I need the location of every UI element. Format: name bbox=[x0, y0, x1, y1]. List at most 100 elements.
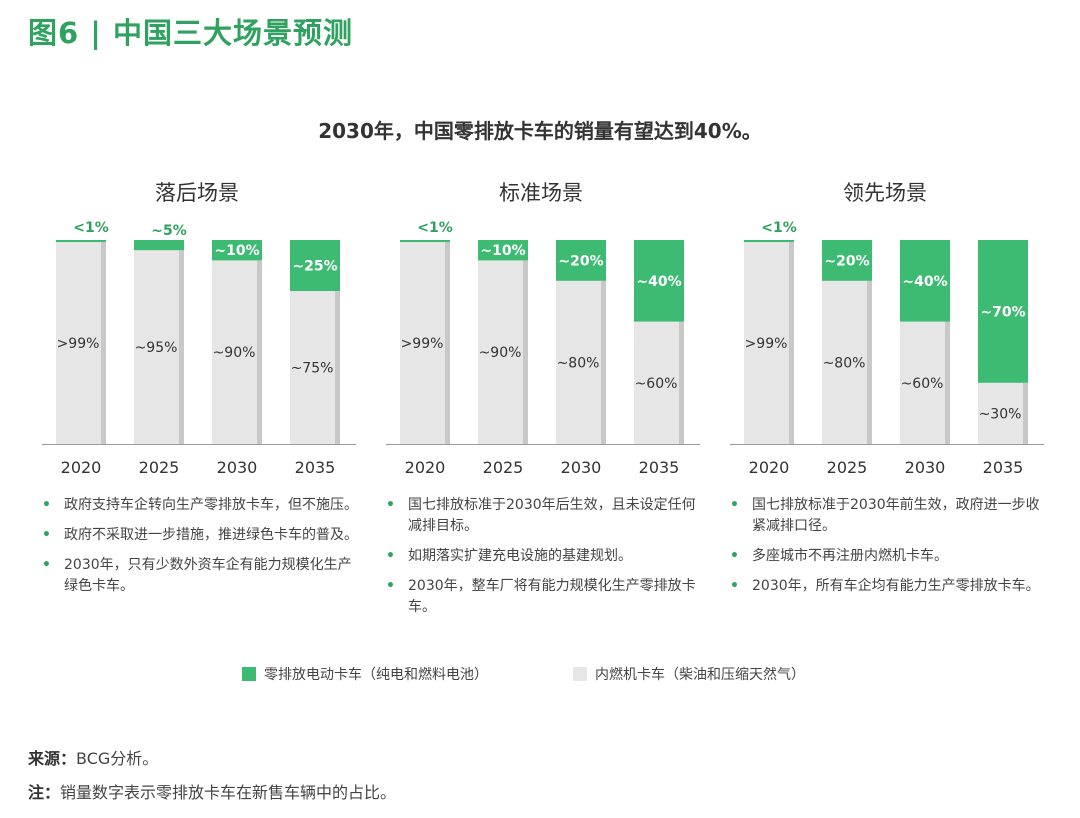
bullet-dot-icon: • bbox=[42, 557, 51, 573]
bullet-dot-icon: • bbox=[386, 497, 395, 513]
bar-zev bbox=[900, 240, 950, 322]
tick-label: 2025 bbox=[139, 458, 180, 477]
data-label-ice: >99% bbox=[745, 336, 788, 352]
bar-ice bbox=[290, 291, 340, 444]
bullet-dot-icon: • bbox=[730, 548, 739, 564]
bar-ice-side bbox=[101, 242, 106, 444]
bullet-item: • 政府支持车企转向生产零排放卡车，但不施压。 bbox=[40, 495, 360, 516]
bar-ice bbox=[634, 321, 684, 444]
data-label-zev: ~10% bbox=[480, 243, 525, 259]
bar-zev bbox=[978, 240, 1028, 383]
data-label-ice: ~90% bbox=[479, 345, 522, 361]
legend-swatch-ice bbox=[573, 667, 587, 681]
data-label-ice: >99% bbox=[401, 336, 444, 352]
bar-ice-side bbox=[601, 280, 606, 444]
bar-zev bbox=[290, 240, 340, 291]
bar-ice-side bbox=[523, 260, 528, 444]
bar-ice bbox=[134, 250, 184, 444]
tick-label: 2025 bbox=[827, 458, 868, 477]
panel-title: 标准场景 bbox=[499, 181, 583, 205]
data-label-zev: ~20% bbox=[824, 253, 869, 269]
chart-headline: 2030年，中国零排放卡车的销量有望达到40%。 bbox=[318, 119, 762, 143]
bullet-dot-icon: • bbox=[386, 548, 395, 564]
bullet-dot-icon: • bbox=[730, 497, 739, 513]
bar-ice bbox=[900, 321, 950, 444]
data-label-ice: ~80% bbox=[557, 355, 600, 371]
data-label-ice: >99% bbox=[57, 336, 100, 352]
bullets-standard: • 国七排放标准于2030年后生效，且未设定任何减排目标。 • 如期落实扩建充电设施… bbox=[384, 495, 704, 627]
tick-label: 2035 bbox=[295, 458, 336, 477]
bar-ice-side bbox=[445, 242, 450, 444]
bar-ice bbox=[478, 260, 528, 444]
data-label-zev: <1% bbox=[73, 220, 109, 236]
panel-title: 领先场景 bbox=[843, 181, 927, 205]
footnotes: 来源：BCG分析。 注：销量数字表示零排放卡车在新售车辆中的占比。 bbox=[28, 742, 396, 810]
bullets-leading: • 国七排放标准于2030年前生效，政府进一步收紧减排口径。 • 多座城市不再注册内… bbox=[728, 495, 1048, 606]
data-label-zev: ~40% bbox=[902, 274, 947, 290]
bar-ice-side bbox=[945, 321, 950, 444]
tick-label: 2035 bbox=[639, 458, 680, 477]
data-label-zev: ~70% bbox=[980, 304, 1025, 320]
tick-label: 2020 bbox=[405, 458, 446, 477]
bar-ice bbox=[400, 242, 450, 444]
bullets-lagging: • 政府支持车企转向生产零排放卡车，但不施压。 • 政府不采取进一步措施，推进绿色卡… bbox=[40, 495, 360, 606]
data-label-ice: ~90% bbox=[213, 345, 256, 361]
data-label-ice: ~75% bbox=[291, 361, 334, 377]
bullet-item: • 国七排放标准于2030年前生效，政府进一步收紧减排口径。 bbox=[730, 497, 1040, 534]
bar-ice bbox=[978, 382, 1028, 444]
bullet-dot-icon: • bbox=[42, 527, 51, 543]
bar-ice-side bbox=[1023, 382, 1028, 444]
bar-zev bbox=[400, 240, 450, 243]
bar-ice-side bbox=[867, 280, 872, 444]
bar-ice-side bbox=[179, 250, 184, 444]
bar-zev bbox=[634, 240, 684, 322]
data-label-zev: ~5% bbox=[151, 223, 187, 239]
data-label-zev: ~20% bbox=[558, 253, 603, 269]
bullet-item: • 2030年，所有车企均有能力生产零排放卡车。 bbox=[728, 576, 1048, 597]
bullet-dot-icon: • bbox=[42, 497, 51, 513]
bar-ice bbox=[556, 280, 606, 444]
data-label-zev: ~40% bbox=[636, 274, 681, 290]
bar-zev bbox=[134, 240, 184, 251]
bullet-dot-icon: • bbox=[386, 578, 395, 594]
data-label-ice: ~60% bbox=[635, 376, 678, 392]
chart-legend: 零排放电动卡车（纯电和燃料电池） 内燃机卡车（柴油和压缩天然气） bbox=[0, 664, 1080, 686]
data-label-zev: ~10% bbox=[214, 243, 259, 259]
bar-zev bbox=[744, 240, 794, 243]
bullet-item: • 2030年，整车厂将有能力规模化生产零排放卡车。 bbox=[386, 578, 696, 615]
bar-ice-side bbox=[679, 321, 684, 444]
figure-title: 图6 | 中国三大场景预测 bbox=[28, 16, 353, 50]
tick-label: 2020 bbox=[61, 458, 102, 477]
bullet-dot-icon: • bbox=[730, 578, 739, 594]
bullet-item: • 如期落实扩建充电设施的基建规划。 bbox=[384, 546, 704, 567]
data-label-zev: ~25% bbox=[292, 259, 337, 275]
tick-label: 2035 bbox=[983, 458, 1024, 477]
tick-label: 2025 bbox=[483, 458, 524, 477]
data-label-ice: ~80% bbox=[823, 355, 866, 371]
bar-zev bbox=[56, 240, 106, 243]
bullet-item: • 政府不采取进一步措施，推进绿色卡车的普及。 bbox=[40, 525, 360, 546]
definition-note: 注：销量数字表示零排放卡车在新售车辆中的占比。 bbox=[28, 783, 397, 802]
data-label-ice: ~95% bbox=[135, 340, 178, 356]
legend-item-ice: 内燃机卡车（柴油和压缩天然气） bbox=[573, 664, 805, 684]
bar-ice bbox=[822, 280, 872, 444]
source-note: 来源：BCG分析。 bbox=[28, 749, 159, 768]
bar-zev bbox=[212, 240, 262, 261]
tick-label: 2030 bbox=[217, 458, 258, 477]
bar-ice-side bbox=[257, 260, 262, 444]
tick-label: 2030 bbox=[905, 458, 946, 477]
bar-zev bbox=[556, 240, 606, 281]
bar-ice bbox=[744, 242, 794, 444]
panel-title: 落后场景 bbox=[155, 181, 239, 205]
bar-zev bbox=[478, 240, 528, 261]
data-label-zev: <1% bbox=[417, 220, 453, 236]
legend-item-zev: 零排放电动卡车（纯电和燃料电池） bbox=[242, 664, 488, 684]
bar-zev bbox=[822, 240, 872, 281]
bar-ice bbox=[56, 242, 106, 444]
tick-label: 2030 bbox=[561, 458, 602, 477]
bar-ice bbox=[212, 260, 262, 444]
bar-ice-side bbox=[789, 242, 794, 444]
legend-swatch-zev bbox=[242, 667, 256, 681]
data-label-ice: ~30% bbox=[979, 406, 1022, 422]
